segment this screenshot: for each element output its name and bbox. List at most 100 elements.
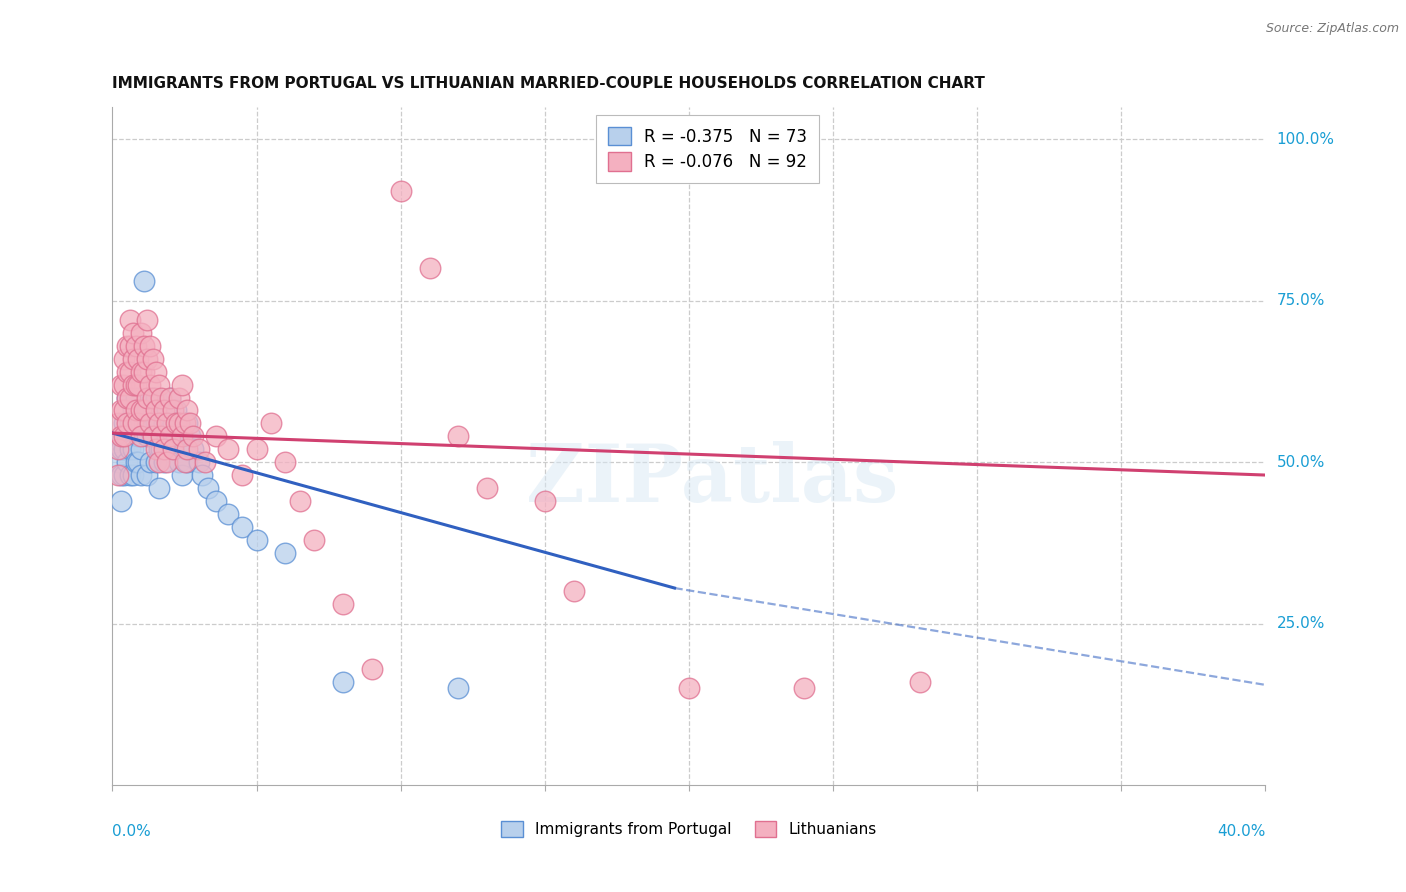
Point: [274, 455, 297, 469]
Point: [145, 442, 167, 457]
Point: [121, 417, 143, 431]
Point: [112, 377, 135, 392]
Point: [112, 442, 135, 457]
Point: [162, 403, 184, 417]
Point: [110, 468, 132, 483]
Point: [217, 442, 239, 457]
Text: ZIPatlas: ZIPatlas: [526, 441, 898, 519]
Point: [118, 391, 141, 405]
Point: [156, 429, 179, 443]
Point: [129, 468, 153, 483]
Text: 0.0%: 0.0%: [112, 824, 152, 838]
Point: [124, 455, 146, 469]
Point: [142, 429, 165, 443]
Point: [118, 339, 141, 353]
Point: [115, 455, 138, 469]
Point: [107, 433, 129, 447]
Point: [562, 584, 585, 599]
Point: [115, 339, 138, 353]
Point: [165, 403, 187, 417]
Point: [167, 417, 190, 431]
Point: [274, 545, 297, 559]
Point: [142, 351, 165, 366]
Point: [127, 455, 149, 469]
Point: [167, 455, 190, 469]
Point: [231, 468, 253, 483]
Point: [159, 429, 181, 443]
Point: [107, 442, 129, 457]
Point: [150, 429, 173, 443]
Point: [165, 429, 187, 443]
Point: [136, 313, 159, 327]
Point: [121, 326, 143, 340]
Point: [115, 417, 138, 431]
Point: [142, 391, 165, 405]
Point: [115, 391, 138, 405]
Point: [136, 351, 159, 366]
Point: [134, 274, 156, 288]
Point: [165, 417, 187, 431]
Point: [110, 494, 132, 508]
Point: [124, 423, 146, 437]
Point: [150, 403, 173, 417]
Point: [124, 377, 146, 392]
Point: [173, 417, 195, 431]
Point: [156, 403, 179, 417]
Point: [793, 681, 815, 695]
Point: [159, 423, 181, 437]
Point: [231, 519, 253, 533]
Point: [112, 351, 135, 366]
Point: [246, 533, 269, 547]
Point: [139, 455, 162, 469]
Point: [145, 455, 167, 469]
Point: [139, 339, 162, 353]
Point: [148, 481, 170, 495]
Point: [179, 417, 201, 431]
Point: [118, 468, 141, 483]
Point: [115, 391, 138, 405]
Point: [127, 377, 149, 392]
Point: [332, 674, 354, 689]
Point: [534, 494, 557, 508]
Point: [447, 429, 470, 443]
Point: [332, 597, 354, 611]
Point: [148, 455, 170, 469]
Point: [148, 417, 170, 431]
Point: [153, 455, 176, 469]
Point: [142, 403, 165, 417]
Point: [134, 403, 156, 417]
Point: [110, 442, 132, 457]
Point: [129, 403, 153, 417]
Point: [304, 533, 326, 547]
Point: [197, 481, 219, 495]
Text: IMMIGRANTS FROM PORTUGAL VS LITHUANIAN MARRIED-COUPLE HOUSEHOLDS CORRELATION CHA: IMMIGRANTS FROM PORTUGAL VS LITHUANIAN M…: [112, 76, 986, 91]
Point: [145, 391, 167, 405]
Point: [110, 429, 132, 443]
Point: [134, 417, 156, 431]
Point: [129, 442, 153, 457]
Point: [176, 442, 198, 457]
Point: [145, 365, 167, 379]
Point: [145, 417, 167, 431]
Point: [115, 429, 138, 443]
Point: [475, 481, 499, 495]
Point: [191, 468, 214, 483]
Point: [107, 455, 129, 469]
Point: [205, 429, 228, 443]
Point: [153, 403, 176, 417]
Point: [112, 429, 135, 443]
Point: [159, 391, 181, 405]
Point: [188, 455, 211, 469]
Point: [167, 391, 190, 405]
Point: [124, 403, 146, 417]
Point: [288, 494, 311, 508]
Text: 25.0%: 25.0%: [1277, 616, 1324, 631]
Point: [162, 417, 184, 431]
Point: [176, 417, 198, 431]
Point: [139, 377, 162, 392]
Point: [148, 377, 170, 392]
Point: [419, 261, 441, 276]
Point: [908, 674, 931, 689]
Point: [112, 403, 135, 417]
Point: [217, 507, 239, 521]
